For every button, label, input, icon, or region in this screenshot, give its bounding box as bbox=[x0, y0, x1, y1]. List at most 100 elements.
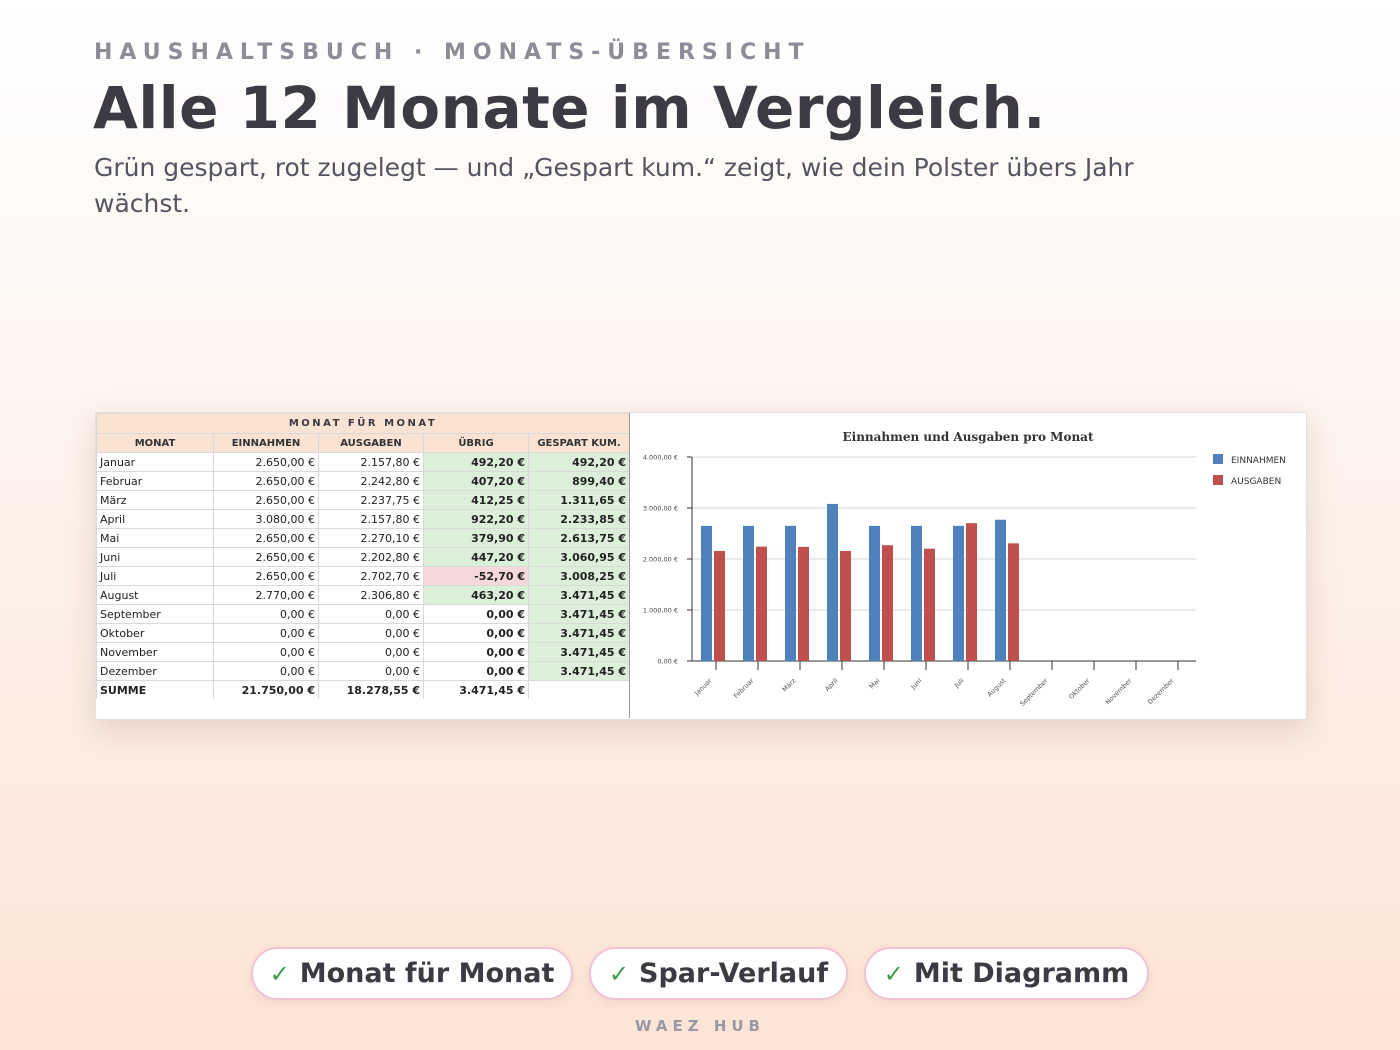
cell-uebrig: 0,00 € bbox=[423, 661, 529, 681]
cell-gespart-kum: 899,40 € bbox=[527, 471, 631, 491]
check-icon: ✓ bbox=[883, 959, 904, 988]
cell-gespart-kum: 3.471,45 € bbox=[527, 604, 631, 624]
cell-ausgaben: 0,00 € bbox=[318, 604, 424, 624]
cell-einnahmen: 2.650,00 € bbox=[213, 471, 319, 491]
x-tick-label: Februar bbox=[732, 677, 756, 701]
x-tick-label: November bbox=[1104, 677, 1134, 707]
cell-monat: Dezember bbox=[96, 661, 214, 681]
sum-uebrig: 3.471,45 € bbox=[423, 680, 529, 699]
cell-uebrig: 379,90 € bbox=[423, 528, 529, 548]
table-row: April 3.080,00 €2.157,80 €922,20 €2.233,8… bbox=[96, 509, 631, 529]
sum-label: SUMME bbox=[96, 680, 214, 699]
cell-ausgaben: 2.270,10 € bbox=[318, 528, 424, 548]
bar-ausgaben-märz bbox=[798, 546, 809, 661]
cell-monat: Januar bbox=[96, 452, 214, 472]
table-row: Juli 2.650,00 €2.702,70 € -52,70 €3.008,25… bbox=[96, 566, 631, 586]
footer-brand: WAEZ HUB bbox=[635, 1017, 765, 1035]
cell-ausgaben: 2.202,80 € bbox=[318, 547, 424, 567]
table-row: August 2.770,00 €2.306,80 €463,20 €3.471,… bbox=[96, 585, 631, 605]
x-tick-label: September bbox=[1018, 677, 1049, 708]
bar-chart: Einnahmen und Ausgaben pro Monat 0,00 € 1.… bbox=[643, 430, 1286, 708]
bar-ausgaben-februar bbox=[756, 546, 767, 661]
table-row: Juni 2.650,00 €2.202,80 €447,20 €3.060,95… bbox=[96, 547, 631, 567]
cell-gespart-kum: 2.613,75 € bbox=[527, 528, 631, 548]
cell-gespart-kum: 2.233,85 € bbox=[527, 509, 631, 529]
table-row: September 0,00 €0,00 €0,00 €3.471,45 € bbox=[96, 604, 631, 624]
col-header-einnahmen: EINNAHMEN bbox=[213, 433, 319, 453]
x-tick-label: Dezember bbox=[1146, 677, 1176, 707]
cell-einnahmen: 2.770,00 € bbox=[213, 585, 319, 605]
page-title: Alle 12 Monate im Vergleich. bbox=[93, 74, 1046, 142]
badge-label: Monat für Monat bbox=[299, 958, 555, 989]
cell-einnahmen: 0,00 € bbox=[213, 642, 319, 662]
sum-row: SUMME 21.750,00 € 18.278,55 € 3.471,45 € bbox=[96, 680, 630, 699]
x-tick-label: Mai bbox=[868, 677, 882, 691]
badge-label: Spar-Verlauf bbox=[639, 958, 829, 989]
cell-einnahmen: 3.080,00 € bbox=[213, 509, 319, 529]
cell-einnahmen: 2.650,00 € bbox=[213, 547, 319, 567]
cell-uebrig: -52,70 € bbox=[423, 566, 529, 586]
bar-einnahmen-april bbox=[827, 503, 838, 661]
table-row: Oktober 0,00 €0,00 €0,00 €3.471,45 € bbox=[96, 623, 631, 643]
cell-einnahmen: 2.650,00 € bbox=[213, 566, 319, 586]
legend-swatch-ausgaben bbox=[1213, 475, 1223, 485]
y-tick-label: 1.000,00 € bbox=[643, 607, 678, 615]
bar-ausgaben-juli bbox=[966, 523, 977, 661]
table-row: Mai 2.650,00 €2.270,10 €379,90 €2.613,75 … bbox=[96, 528, 631, 548]
cell-einnahmen: 2.650,00 € bbox=[213, 452, 319, 472]
bar-einnahmen-juni bbox=[911, 525, 922, 661]
table-row: November 0,00 €0,00 €0,00 €3.471,45 € bbox=[96, 642, 631, 662]
col-header-gespart-kum: GESPART KUM. bbox=[527, 433, 631, 453]
cell-einnahmen: 0,00 € bbox=[213, 661, 319, 681]
cell-uebrig: 0,00 € bbox=[423, 604, 529, 624]
sum-ausgaben: 18.278,55 € bbox=[318, 680, 424, 699]
x-tick-label: Juli bbox=[952, 677, 965, 690]
legend-label-ausgaben: AUSGABEN bbox=[1231, 477, 1281, 487]
spreadsheet: MONAT FÜR MONAT MONAT EINNAHMEN AUSGABEN… bbox=[95, 413, 631, 719]
bar-einnahmen-januar bbox=[701, 525, 712, 661]
cell-gespart-kum: 3.471,45 € bbox=[527, 642, 631, 662]
cell-ausgaben: 2.157,80 € bbox=[318, 452, 424, 472]
table-row: März 2.650,00 €2.237,75 €412,25 €1.311,65… bbox=[96, 490, 631, 510]
cell-monat: Mai bbox=[96, 528, 214, 548]
col-header-ausgaben: AUSGABEN bbox=[318, 433, 424, 453]
cell-monat: März bbox=[96, 490, 214, 510]
cell-uebrig: 0,00 € bbox=[423, 642, 529, 662]
cell-monat: Juli bbox=[96, 566, 214, 586]
chart-title: Einnahmen und Ausgaben pro Monat bbox=[842, 430, 1093, 444]
bar-einnahmen-februar bbox=[743, 525, 754, 661]
cell-gespart-kum: 3.471,45 € bbox=[527, 623, 631, 643]
cell-uebrig: 0,00 € bbox=[423, 623, 529, 643]
y-tick-label: 2.000,00 € bbox=[643, 556, 678, 564]
x-tick-label: April bbox=[823, 677, 839, 693]
y-tick-label: 4.000,00 € bbox=[643, 454, 678, 462]
cell-gespart-kum: 3.471,45 € bbox=[527, 661, 631, 681]
table-row: Januar 2.650,00 €2.157,80 €492,20 €492,20… bbox=[96, 452, 631, 472]
cell-monat: April bbox=[96, 509, 214, 529]
cell-einnahmen: 2.650,00 € bbox=[213, 490, 319, 510]
badge-spar-verlauf: ✓ Spar-Verlauf bbox=[589, 947, 848, 1000]
bar-einnahmen-august bbox=[995, 519, 1006, 661]
cell-ausgaben: 0,00 € bbox=[318, 623, 424, 643]
y-tick-label: 0,00 € bbox=[657, 658, 678, 666]
cell-ausgaben: 2.157,80 € bbox=[318, 509, 424, 529]
col-header-monat: MONAT bbox=[96, 433, 214, 453]
cell-uebrig: 412,25 € bbox=[423, 490, 529, 510]
cell-ausgaben: 2.242,80 € bbox=[318, 471, 424, 491]
cell-ausgaben: 2.702,70 € bbox=[318, 566, 424, 586]
cell-uebrig: 447,20 € bbox=[423, 547, 529, 567]
bar-einnahmen-mai bbox=[869, 525, 880, 661]
cell-monat: September bbox=[96, 604, 214, 624]
cell-monat: Oktober bbox=[96, 623, 214, 643]
cell-uebrig: 407,20 € bbox=[423, 471, 529, 491]
legend-swatch-einnahmen bbox=[1213, 454, 1223, 464]
badge-mit-diagramm: ✓ Mit Diagramm bbox=[864, 947, 1149, 1000]
bar-ausgaben-august bbox=[1008, 543, 1019, 661]
table-row: Februar 2.650,00 €2.242,80 €407,20 €899,4… bbox=[96, 471, 631, 491]
cell-gespart-kum: 1.311,65 € bbox=[527, 490, 631, 510]
cell-gespart-kum: 492,20 € bbox=[527, 452, 631, 472]
badge-label: Mit Diagramm bbox=[913, 958, 1130, 989]
cell-gespart-kum: 3.008,25 € bbox=[527, 566, 631, 586]
cell-gespart-kum: 3.471,45 € bbox=[527, 585, 631, 605]
bar-ausgaben-juni bbox=[924, 548, 935, 661]
